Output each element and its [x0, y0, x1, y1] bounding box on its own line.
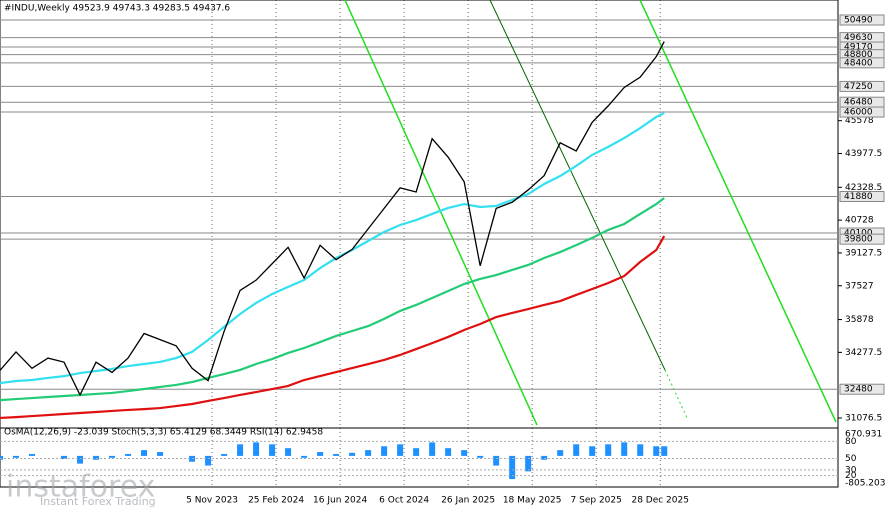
- level-label-box: [839, 80, 885, 92]
- osma-bar: [13, 455, 20, 458]
- y-tick-label: 31076.5: [845, 413, 882, 423]
- level-label: 46000: [844, 108, 873, 118]
- osma-bar: [637, 444, 644, 456]
- y-tick-label: 35878: [845, 315, 874, 325]
- osma-bar: [445, 448, 452, 456]
- osma-bar: [493, 455, 500, 466]
- level-label: 48800: [844, 50, 873, 60]
- osma-bar: [269, 444, 276, 456]
- osma-bar: [509, 455, 516, 480]
- osma-bar: [29, 453, 36, 456]
- moving-average: [0, 112, 665, 385]
- x-tick-label: 7 Sep 2025: [571, 496, 622, 506]
- oscillator-tick-label: 80: [845, 437, 857, 447]
- osma-bar: [221, 453, 228, 456]
- x-tick-label: 6 Oct 2024: [379, 496, 429, 506]
- level-label: 46480: [844, 98, 873, 108]
- osma-bar: [0, 455, 3, 460]
- osma-bar: [253, 442, 260, 456]
- watermark-tagline: Instant Forex Trading: [40, 495, 156, 508]
- osma-bar: [653, 446, 660, 456]
- level-label: 41880: [844, 192, 873, 202]
- plot-frame: [0, 0, 839, 488]
- chart-title: #INDU,Weekly 49523.9 49743.3 49283.5 494…: [4, 4, 230, 14]
- level-label-box: [839, 106, 885, 118]
- level-label: 39800: [844, 235, 873, 245]
- y-tick-label: 43977.5: [845, 149, 882, 159]
- moving-average: [0, 197, 665, 402]
- level-label: 50490: [844, 15, 873, 25]
- osma-bar: [77, 455, 84, 464]
- price-line: [0, 41, 665, 397]
- x-tick-label: 26 Jan 2025: [441, 496, 495, 506]
- osma-bar: [301, 455, 308, 458]
- osma-bar: [205, 455, 212, 466]
- osma-bar: [557, 450, 564, 456]
- osma-bar: [237, 444, 244, 456]
- osma-bar: [661, 446, 668, 456]
- osma-bar: [365, 450, 372, 456]
- osma-bar: [61, 455, 68, 459]
- y-tick-label: 42328.5: [845, 183, 882, 193]
- osma-bar: [333, 453, 340, 456]
- level-label: 49170: [844, 43, 873, 53]
- x-tick-label: 28 Dec 2025: [631, 496, 689, 506]
- y-tick-label: 40728: [845, 216, 874, 226]
- osma-bar: [429, 442, 436, 456]
- osma-bar: [285, 448, 292, 456]
- indicator-label: OsMA(12,26,9) -23.039 Stoch(5,3,3) 65.41…: [4, 428, 323, 438]
- y-tick-label: 39127.5: [845, 248, 882, 258]
- level-label: 40100: [844, 229, 873, 239]
- osma-bar: [525, 455, 532, 472]
- indicator-tick-label: 670.931: [845, 430, 882, 440]
- level-label-box: [839, 233, 885, 245]
- trend-line: [489, 0, 666, 371]
- osma-bar: [477, 455, 484, 458]
- level-label: 49630: [844, 33, 873, 43]
- osma-bar: [141, 450, 148, 456]
- osma-bar: [157, 452, 164, 456]
- osma-bar: [605, 444, 612, 456]
- y-tick-label: 37527: [845, 281, 874, 291]
- channel-line: [639, 0, 837, 423]
- osma-bar: [109, 455, 116, 458]
- level-label-box: [839, 383, 885, 395]
- osma-bar: [413, 448, 420, 456]
- level-label-box: [839, 191, 885, 203]
- y-tick-label: 34277.5: [845, 348, 882, 358]
- level-label: 47250: [844, 82, 873, 92]
- osma-bar: [93, 455, 100, 460]
- oscillator-tick-label: 20: [845, 471, 857, 481]
- trend-lines: [344, 0, 837, 426]
- osma-bar: [573, 444, 580, 456]
- x-tick-label: 5 Nov 2023: [186, 496, 238, 506]
- osma-bar: [317, 452, 324, 456]
- osma-bar: [621, 442, 628, 456]
- osma-bar: [349, 452, 356, 456]
- osma-bar: [381, 446, 388, 456]
- level-label-box: [839, 57, 885, 69]
- osma-bar: [541, 455, 548, 460]
- level-label: 32480: [844, 385, 873, 395]
- level-label: 48400: [844, 58, 873, 68]
- channel-line: [344, 0, 538, 426]
- y-tick-label: 45578: [845, 116, 874, 126]
- osma-bar: [589, 446, 596, 456]
- x-tick-label: 25 Feb 2024: [248, 496, 304, 506]
- moving-average: [0, 235, 666, 420]
- level-label-box: [839, 14, 885, 26]
- oscillator-tick-label: 30: [845, 465, 857, 475]
- oscillator-tick-label: 50: [845, 454, 857, 464]
- indicator-tick-label: -805.203: [845, 479, 885, 489]
- x-tick-label: 18 May 2025: [503, 496, 562, 506]
- osma-bar: [461, 450, 468, 456]
- osma-bar: [125, 453, 132, 456]
- trend-line-extension: [664, 369, 689, 421]
- osma-bar: [397, 444, 404, 456]
- x-tick-label: 16 Jun 2024: [313, 496, 367, 506]
